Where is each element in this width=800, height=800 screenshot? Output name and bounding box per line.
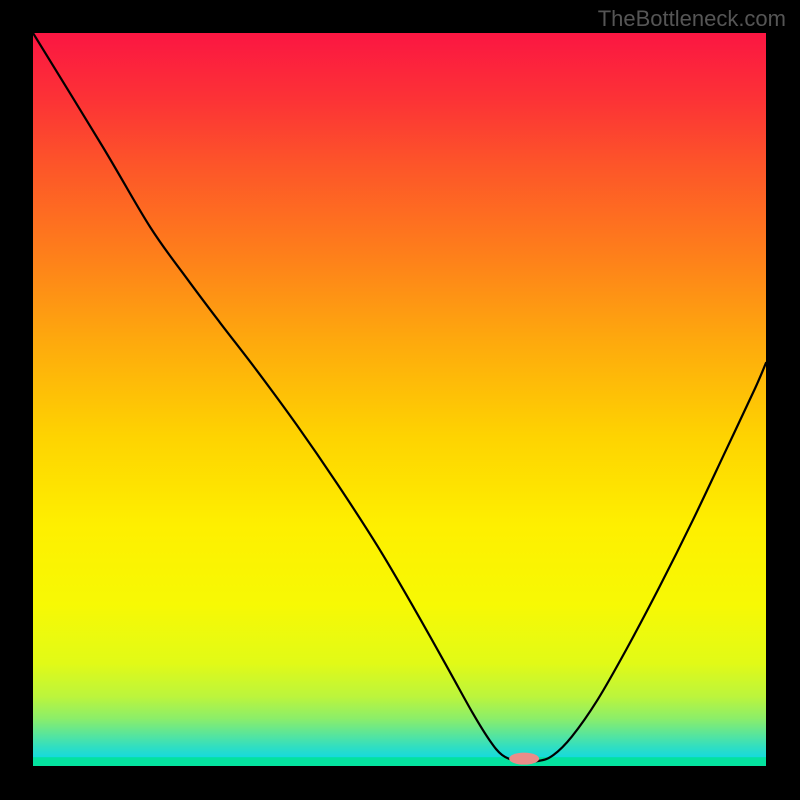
baseline-band xyxy=(33,757,766,766)
watermark-text: TheBottleneck.com xyxy=(598,6,786,32)
chart-frame: TheBottleneck.com xyxy=(0,0,800,800)
plot-area xyxy=(33,33,766,766)
gradient-background xyxy=(33,33,766,766)
plot-svg xyxy=(33,33,766,766)
optimal-marker xyxy=(509,753,539,765)
